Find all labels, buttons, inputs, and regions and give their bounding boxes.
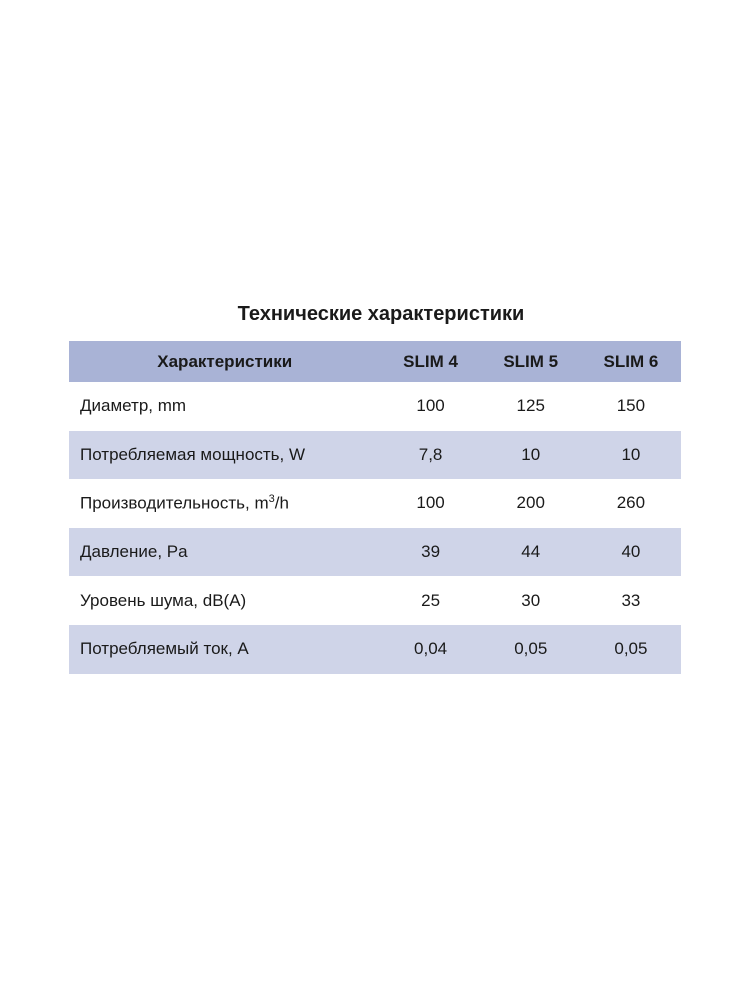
table-row: Диаметр, mm 100 125 150 <box>69 382 681 431</box>
cell-value: 0,05 <box>514 639 548 659</box>
header-slim5: SLIM 5 <box>503 351 559 371</box>
cell-value: 100 <box>416 396 445 416</box>
cell-value: 0,04 <box>414 639 448 659</box>
header-characteristics: Характеристики <box>157 351 293 371</box>
cell-value: 44 <box>521 542 541 562</box>
header-slim4: SLIM 4 <box>403 351 458 371</box>
cell-value: 150 <box>616 396 646 416</box>
cell-value: 200 <box>516 493 545 513</box>
cell-value: 39 <box>421 542 441 562</box>
cell-value: 7,8 <box>418 444 443 464</box>
specs-table: Характеристики SLIM 4 SLIM 5 SLIM 6 Диам… <box>69 341 681 674</box>
row-label: Давление, Pa <box>80 542 188 562</box>
table-row: Давление, Pa 39 44 40 <box>69 527 681 577</box>
table-row: Уровень шума, dB(A) 25 30 33 <box>69 576 681 625</box>
cell-value: 10 <box>521 444 541 464</box>
cell-value: 0,05 <box>614 639 648 659</box>
table-header-row: Характеристики SLIM 4 SLIM 5 SLIM 6 <box>69 341 681 382</box>
table-row: Потребляемая мощность, W 7,8 10 10 <box>69 430 681 480</box>
page-title: Технические характеристики <box>237 303 525 325</box>
cell-value: 40 <box>621 542 641 562</box>
cell-value: 125 <box>516 396 545 416</box>
table-row: Потребляемый ток, A 0,04 0,05 0,05 <box>69 624 681 674</box>
header-slim6: SLIM 6 <box>603 351 659 371</box>
row-label: Уровень шума, dB(A) <box>80 590 247 610</box>
row-label-superscript: 3 <box>268 493 275 506</box>
row-label-suffix: /h <box>274 493 289 513</box>
cell-value: 100 <box>416 493 445 513</box>
cell-value: 260 <box>616 493 646 513</box>
cell-value: 25 <box>421 590 441 610</box>
cell-value: 10 <box>621 444 641 464</box>
cell-value: 33 <box>621 590 641 610</box>
row-label-text: Производительность, m <box>80 493 269 513</box>
row-label: Потребляемый ток, A <box>80 639 249 659</box>
cell-value: 30 <box>521 590 541 610</box>
row-label: Производительность, m3/h <box>69 479 381 528</box>
row-label: Потребляемая мощность, W <box>80 444 306 464</box>
row-label: Диаметр, mm <box>80 396 187 416</box>
table-row: Производительность, m3/h 100 200 260 <box>69 479 681 528</box>
